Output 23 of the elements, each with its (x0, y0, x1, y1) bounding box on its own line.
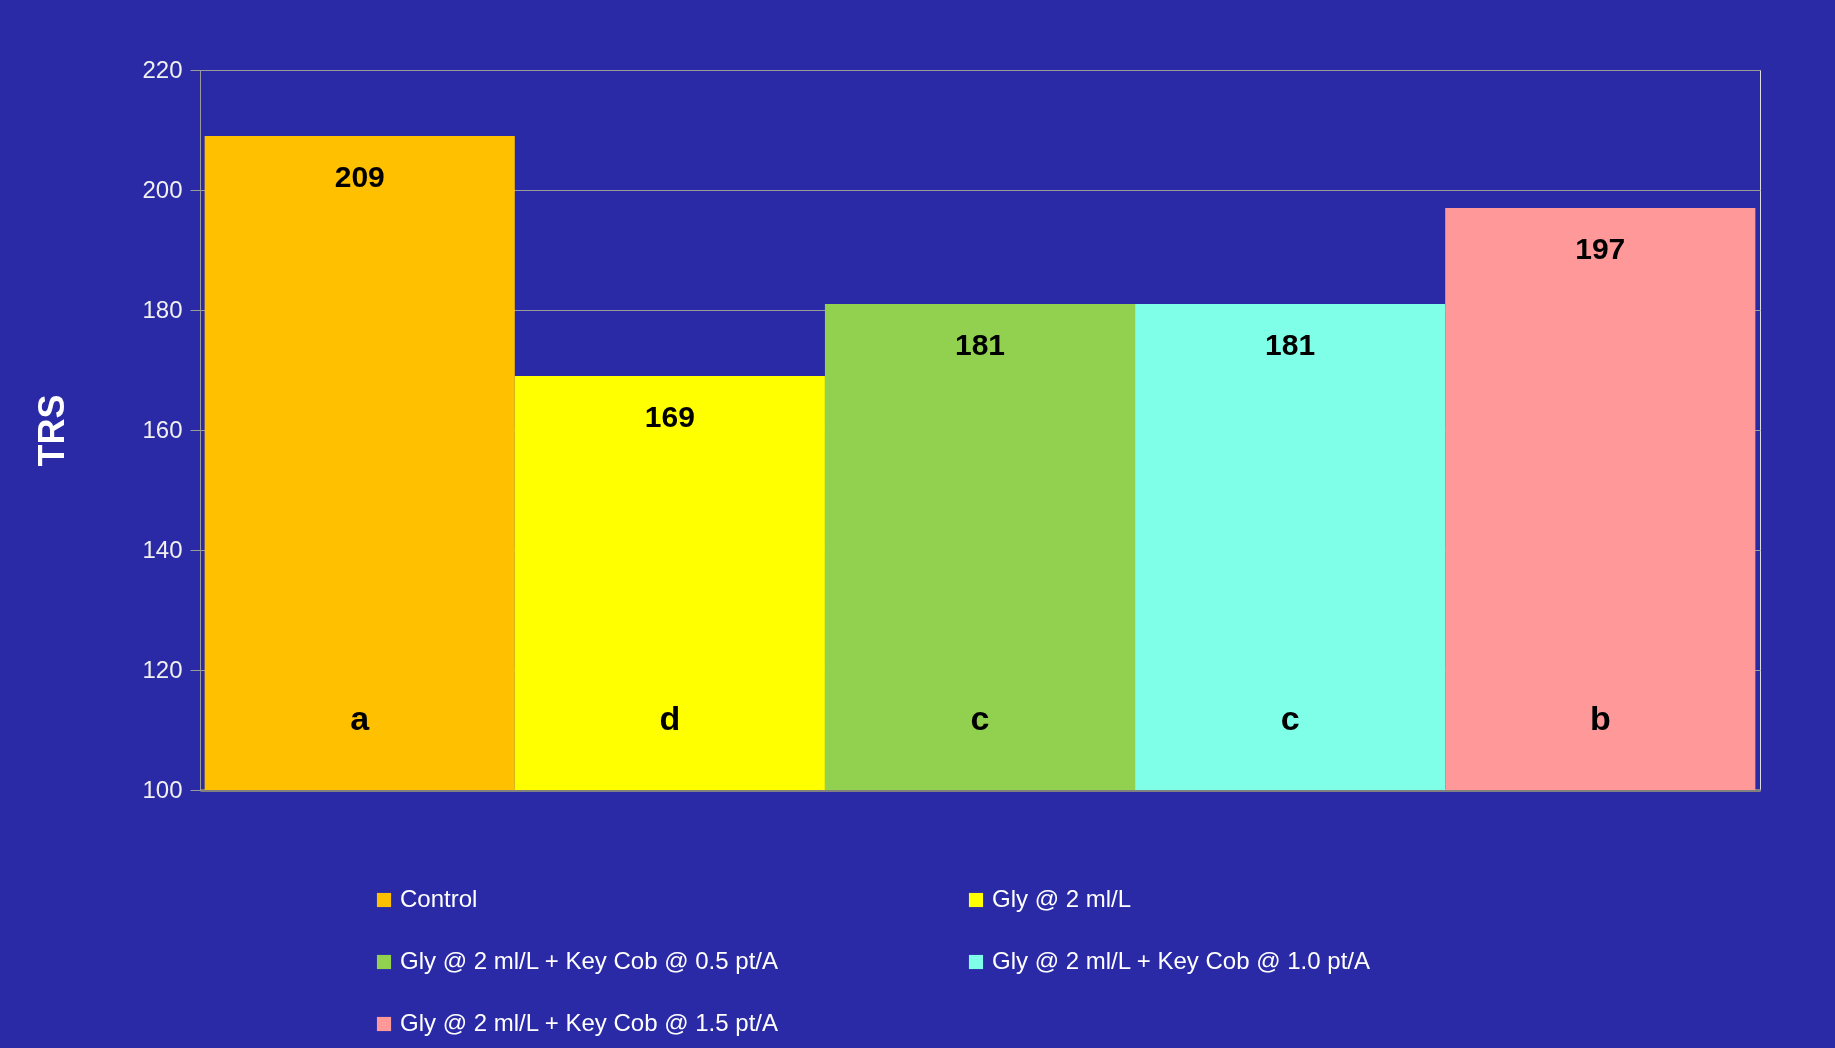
legend-label: Gly @ 2 ml/L (992, 885, 1132, 912)
annotation: a (350, 699, 371, 737)
legend-label: Gly @ 2 ml/L + Key Cob @ 0.5 pt/A (400, 947, 778, 974)
y-tick-label: 200 (142, 175, 183, 203)
annotation: c (970, 699, 990, 737)
data-label: 181 (954, 328, 1006, 361)
y-axis-title: TRS (31, 394, 73, 467)
y-tick-label: 140 (142, 535, 183, 563)
y-tick-label: 180 (142, 295, 183, 323)
data-label: 197 (1575, 232, 1626, 265)
data-label: 181 (1265, 328, 1316, 361)
y-tick-label: 220 (142, 55, 183, 83)
y-tick-label: 120 (142, 655, 183, 683)
annotation: b (1589, 699, 1611, 737)
legend-label: Gly @ 2 ml/L + Key Cob @ 1.5 pt/A (400, 1009, 778, 1036)
data-label: 169 (644, 400, 695, 433)
y-tick-label: 100 (142, 775, 183, 803)
legend-label: Control (400, 885, 478, 912)
data-label: 209 (334, 160, 385, 193)
legend-label: Gly @ 2 ml/L + Key Cob @ 1.0 pt/A (992, 947, 1370, 974)
y-tick-label: 160 (142, 415, 183, 443)
annotation: d (659, 699, 681, 737)
annotation: c (1280, 699, 1300, 737)
